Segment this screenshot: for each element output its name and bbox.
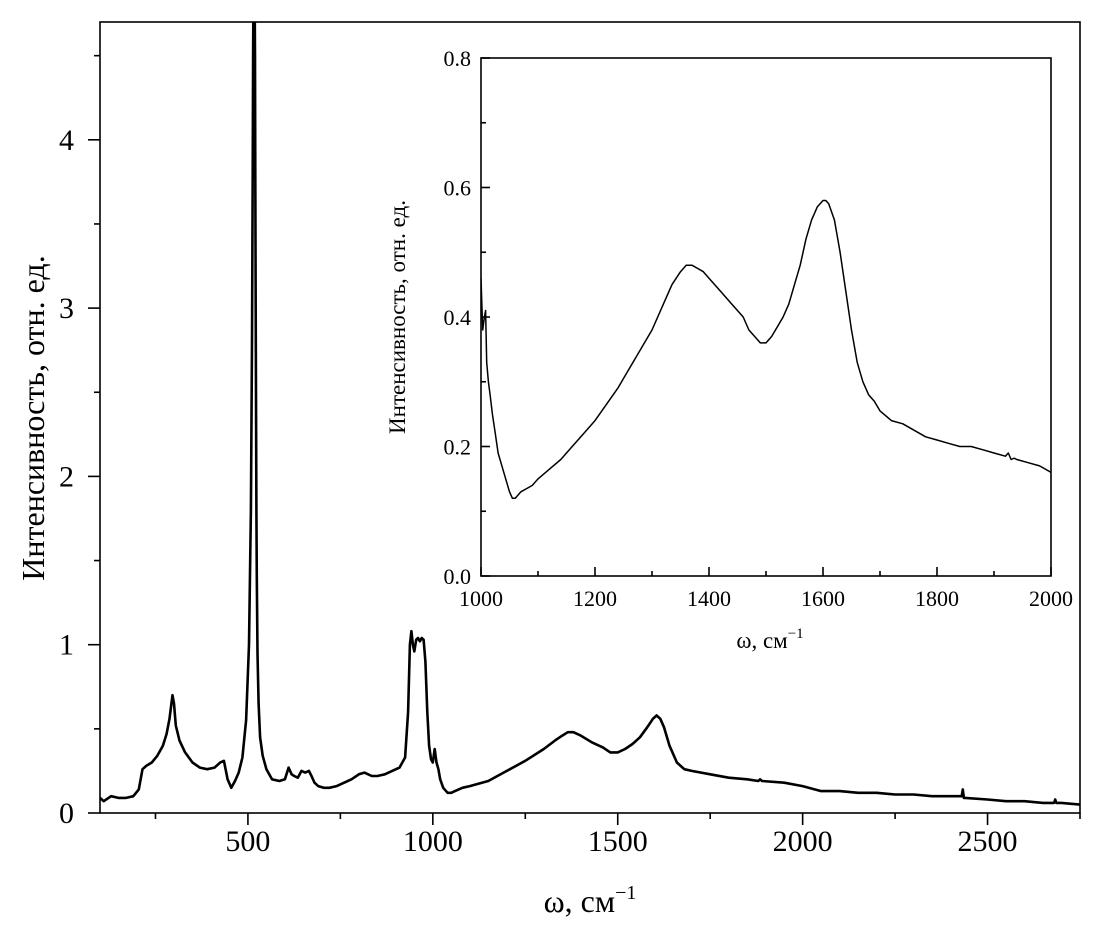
inset-tick-labels: 1000 1200 1400 1600 1800 2000 0.0 0.2 0.4 0.6 0.8 (444, 46, 1074, 611)
main-y-tick-label: 0 (59, 797, 74, 830)
main-x-axis-label-sup: −1 (615, 882, 636, 904)
inset-x-tick-label: 2000 (1029, 586, 1073, 611)
main-y-tick-label: 2 (59, 460, 74, 493)
main-axes-ticks (88, 54, 1081, 825)
main-plot-frame (99, 21, 1081, 814)
main-x-tick-label: 2500 (958, 825, 1018, 858)
inset-x-tick-label: 1400 (687, 586, 731, 611)
inset-y-tick-label: 0.0 (444, 564, 472, 589)
inset-y-tick-label: 0.6 (444, 176, 472, 201)
inset-x-tick-label: 1800 (915, 586, 959, 611)
main-y-tick-label: 4 (59, 124, 74, 157)
inset-x-tick-label: 1000 (459, 586, 503, 611)
main-x-tick-label: 1000 (403, 825, 463, 858)
main-x-tick-label: 2000 (773, 825, 833, 858)
main-y-axis-label: Интенсивность, отн. ед. (15, 255, 51, 580)
inset-x-axis-label-sup: −1 (788, 626, 804, 642)
main-x-tick-label: 1500 (588, 825, 648, 858)
main-spectrum-line (100, 22, 1080, 806)
main-x-axis-label: ω, см−1 (544, 882, 637, 919)
inset-series-group (481, 199, 1051, 500)
inset-y-tick-label: 0.8 (444, 46, 472, 71)
inset-y-axis-label: Интенсивность, отн. ед. (385, 200, 410, 434)
main-y-tick-label: 3 (59, 292, 74, 325)
inset-plot: 1000 1200 1400 1600 1800 20000.00.20.40.60.8 … (385, 46, 1073, 653)
main-series-group (100, 22, 1080, 806)
main-y-tick-label: 1 (59, 629, 74, 662)
inset-x-axis-label-text: ω, см (736, 628, 788, 653)
inset-x-axis-label: ω, см−1 (736, 626, 803, 653)
inset-background (481, 58, 1051, 576)
main-x-tick-label: 500 (225, 825, 270, 858)
inset-spectrum-line (481, 199, 1051, 500)
inset-axes-ticks (480, 57, 1052, 577)
inset-y-tick-label: 0.2 (444, 435, 472, 460)
inset-x-tick-label: 1600 (801, 586, 845, 611)
main-tick-labels: 500 1000 1500 2000 2500 0 1 2 3 4 (59, 124, 1018, 858)
inset-x-tick-label: 1200 (573, 586, 617, 611)
main-x-axis-label-text: ω, см (544, 883, 616, 919)
inset-y-tick-label: 0.4 (444, 305, 472, 330)
